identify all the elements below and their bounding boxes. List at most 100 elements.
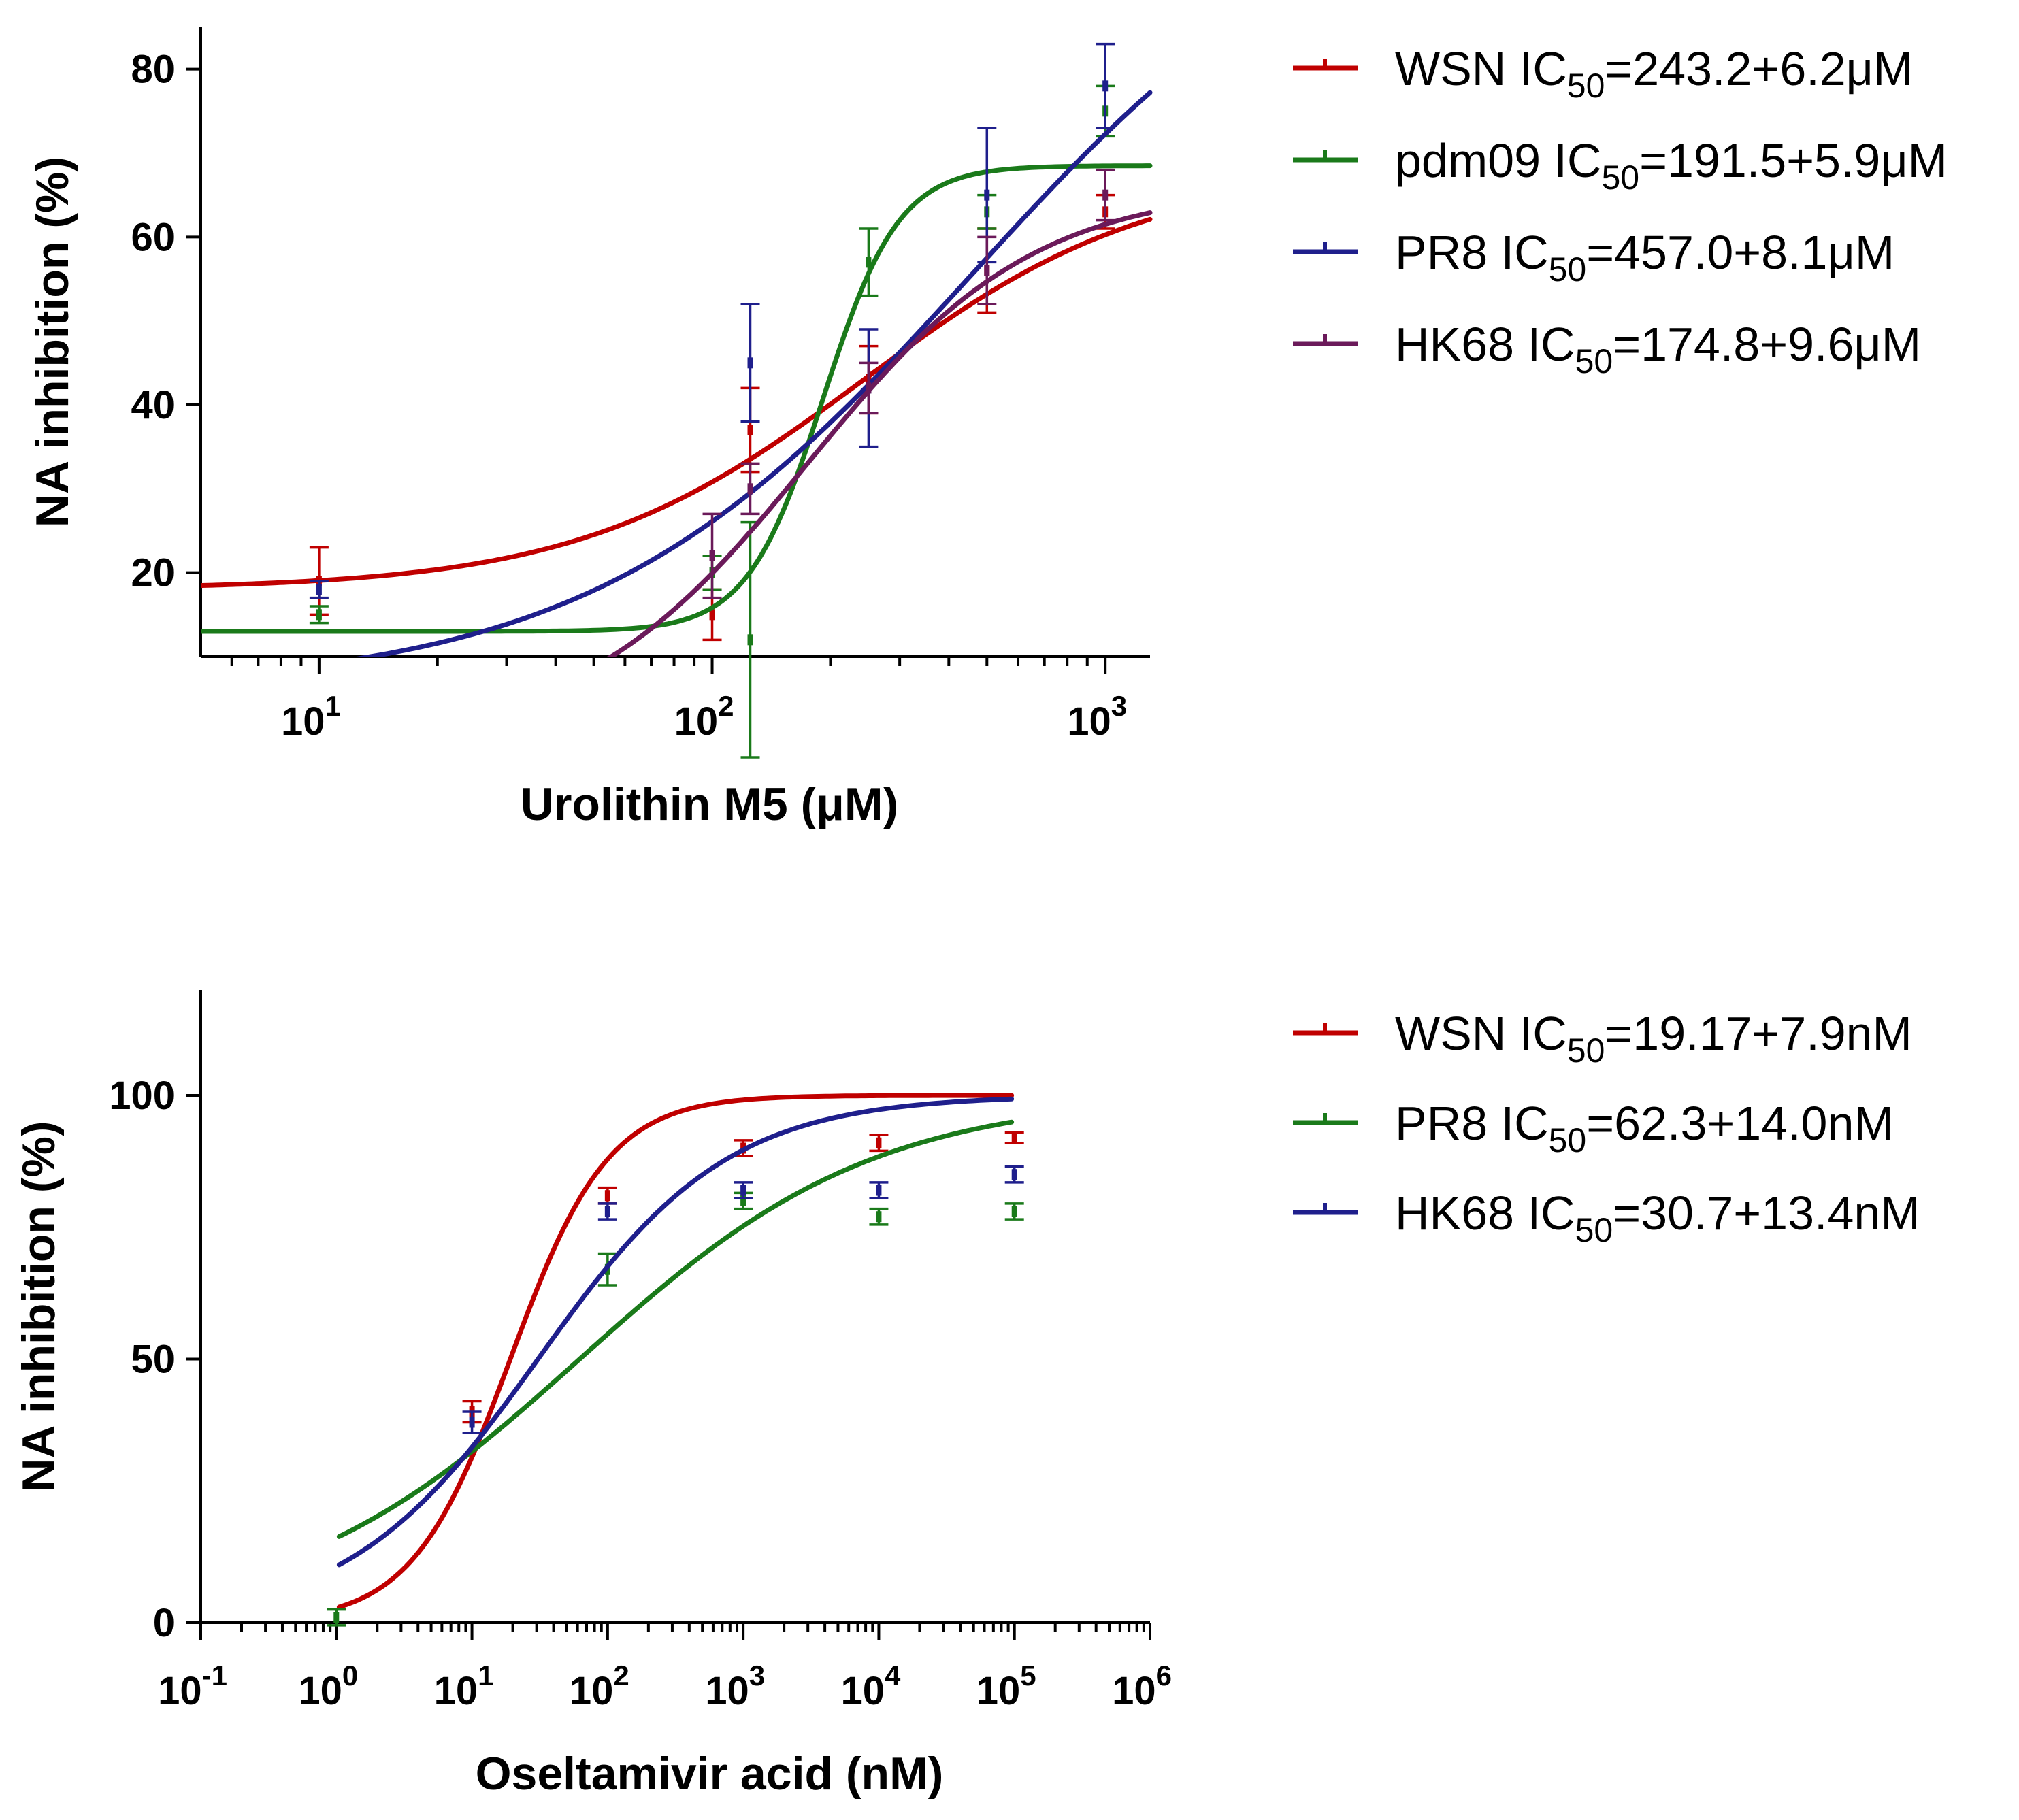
legend-subscript: 50 [1575,342,1613,380]
x-tick-label: 103 [1067,690,1127,744]
legend-value: =191.5+5.9μM [1639,134,1948,187]
x-tick-exponent: 3 [749,1659,765,1691]
x-tick-base: 10 [158,1669,202,1713]
x-tick-label: 100 [298,1659,358,1713]
fit-curve-wsn [201,216,1153,589]
x-tick-exponent: 3 [1111,690,1127,722]
data-point [747,483,753,495]
legend-subscript: 50 [1575,1211,1613,1249]
x-tick-exponent: 2 [718,690,734,722]
x-tick-exponent: 1 [478,1659,493,1691]
x-tick-base: 10 [570,1669,614,1713]
x-tick-base: 10 [434,1669,478,1713]
x-tick-base: 10 [1112,1669,1156,1713]
fit-curve-hk68 [336,1096,1015,1568]
series-wsn [201,193,1153,642]
data-point [866,257,872,268]
legend-name: PR8 IC [1395,1097,1549,1150]
legend-label: pdm09 IC50=191.5+5.9μM [1395,134,1948,197]
data-point [333,1612,340,1623]
data-point [1102,80,1109,92]
x-tick-label: 106 [1112,1659,1172,1713]
y-tick-label: 20 [131,551,175,595]
legend-label: PR8 IC50=457.0+8.1μM [1395,226,1894,288]
legend-value: =243.2+6.2μM [1605,42,1913,95]
x-tick-exponent: 5 [1020,1659,1036,1691]
legend-subscript: 50 [1567,1031,1605,1070]
legend-label: HK68 IC50=174.8+9.6μM [1395,318,1921,380]
legend-label: PR8 IC50=62.3+14.0nM [1395,1097,1894,1159]
x-tick-base: 10 [705,1669,749,1713]
data-point [1011,1206,1017,1217]
x-tick-base: 10 [674,699,719,744]
x-tick-label: 102 [674,690,734,744]
y-axis-title: NA inhibition (%) [13,1121,65,1491]
x-tick-exponent: -1 [202,1659,227,1691]
x-tick-label: 101 [281,690,341,744]
x-tick-label: 104 [840,1659,901,1713]
data-point [1011,1169,1017,1180]
fit-curve-wsn [336,1093,1015,1610]
data-point [469,1417,475,1428]
data-point [747,357,753,369]
legend-name: PR8 IC [1395,226,1549,279]
data-point [1011,1132,1017,1143]
legend-value: =457.0+8.1μM [1586,226,1894,279]
data-point [1102,189,1109,201]
x-tick-exponent: 4 [885,1659,901,1691]
data-point [740,1195,746,1206]
x-tick-label: 102 [570,1659,629,1713]
legend-subscript: 50 [1549,1121,1587,1159]
y-tick-label: 50 [131,1338,175,1382]
y-tick-label: 60 [131,215,175,259]
x-tick-exponent: 2 [613,1659,629,1691]
fit-curve-pdm09 [201,163,1153,634]
series-wsn [336,1093,1024,1610]
legend-value: =19.17+7.9nM [1605,1007,1911,1060]
data-point [709,609,715,621]
legend-name: WSN IC [1395,1007,1567,1060]
x-tick-base: 10 [976,1669,1021,1713]
legend-subscript: 50 [1549,250,1587,288]
data-point [316,609,322,621]
y-tick-label: 0 [153,1601,175,1645]
x-tick-exponent: 1 [325,690,340,722]
x-tick-label: 101 [434,1659,494,1713]
legend-subscript: 50 [1567,67,1605,105]
data-point [984,265,990,276]
data-point [866,382,872,394]
legend-name: HK68 IC [1395,1187,1575,1240]
y-tick-label: 40 [131,383,175,427]
x-tick-exponent: 6 [1156,1659,1172,1691]
data-point [876,1137,882,1148]
y-tick-label: 100 [109,1074,175,1118]
data-point [984,189,990,201]
x-tick-label: 10-1 [158,1659,227,1713]
legend-value: =174.8+9.6μM [1613,318,1921,371]
legend-value: =30.7+13.4nM [1613,1187,1920,1240]
y-tick-label: 80 [131,48,175,92]
data-point [876,1185,882,1196]
legend-subscript: 50 [1601,159,1639,197]
fit-curve-pr8 [336,1119,1015,1539]
fit-curve-hk68 [606,210,1153,657]
data-point [316,584,322,595]
fit-curve-pr8 [356,90,1153,657]
legend-label: WSN IC50=243.2+6.2μM [1395,42,1913,105]
data-point [876,1211,882,1223]
legend-value: =62.3+14.0nM [1586,1097,1893,1150]
data-point [604,1190,610,1202]
legend-name: WSN IC [1395,42,1567,95]
data-point [747,634,753,646]
x-axis-title: Oseltamivir acid (nM) [476,1748,944,1800]
x-tick-exponent: 0 [342,1659,358,1691]
data-point [740,1185,746,1196]
x-tick-base: 10 [281,699,325,744]
y-axis-title: NA inhibition (%) [27,156,78,527]
series-hk68 [336,1096,1024,1568]
legend-name: pdm09 IC [1395,134,1601,187]
x-axis-title: Urolithin M5 (μM) [521,778,898,830]
